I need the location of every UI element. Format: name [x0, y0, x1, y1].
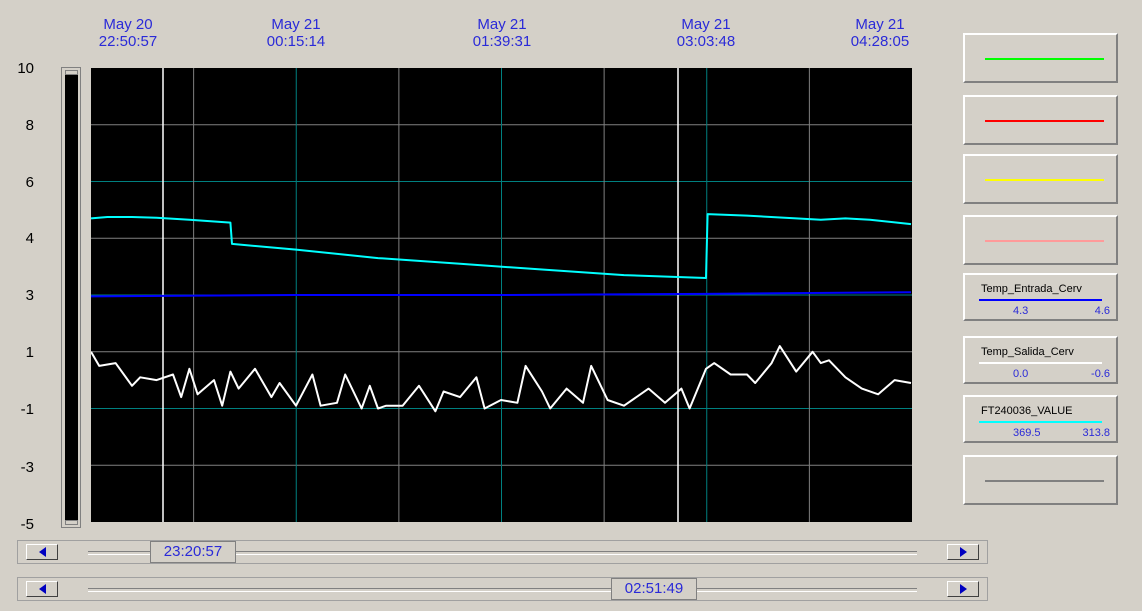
cursor2-scrollbar[interactable]: 02:51:49	[17, 577, 988, 601]
time-label-time: 04:28:05	[850, 33, 910, 50]
legend-entry-name: Temp_Salida_Cerv	[981, 346, 1074, 358]
cursor1-scrollbar[interactable]: 23:20:57	[17, 540, 988, 564]
y-tick-label: 8	[25, 117, 34, 134]
scroll-right-button[interactable]	[947, 581, 979, 597]
legend-max-value: 4.6	[1094, 305, 1110, 317]
scroll-thumb-top[interactable]	[65, 70, 78, 75]
time-label: May 21 00:15:14	[256, 16, 336, 50]
legend-slot[interactable]	[963, 95, 1118, 145]
legend-slot[interactable]	[963, 154, 1118, 204]
legend-entry-name: Temp_Entrada_Cerv	[981, 283, 1082, 295]
legend-min-value: 4.3	[1013, 305, 1029, 317]
legend-swatch	[979, 299, 1102, 301]
scroll-right-button[interactable]	[947, 544, 979, 560]
legend-entry[interactable]: Temp_Salida_Cerv 0.0 -0.6	[963, 336, 1118, 384]
legend-max-value: -0.6	[1091, 368, 1110, 380]
arrow-right-icon	[959, 547, 967, 557]
legend-swatch	[985, 179, 1104, 181]
y-tick-label: -3	[20, 459, 34, 476]
time-label: May 21 01:39:31	[462, 16, 542, 50]
legend-slot[interactable]	[963, 33, 1118, 83]
legend-min-value: 369.5	[1013, 427, 1041, 439]
legend-swatch	[985, 58, 1104, 60]
time-label-date: May 20	[103, 16, 153, 33]
time-label-time: 00:15:14	[266, 33, 326, 50]
scroll-thumb-bottom[interactable]	[65, 520, 78, 525]
series-line	[91, 345, 912, 413]
time-label-date: May 21	[855, 16, 905, 33]
legend-slot[interactable]	[963, 455, 1118, 505]
series-line	[91, 291, 912, 298]
y-tick-label: -5	[20, 516, 34, 533]
time-label: May 21 04:28:05	[840, 16, 920, 50]
arrow-left-icon	[38, 547, 46, 557]
scroll-rail[interactable]	[88, 551, 917, 555]
legend-swatch	[985, 120, 1104, 122]
legend-swatch	[979, 421, 1102, 423]
legend-swatch	[985, 240, 1104, 242]
time-label-date: May 21	[477, 16, 527, 33]
scroll-rail[interactable]	[88, 588, 917, 592]
legend-slot[interactable]	[963, 215, 1118, 265]
vertical-scrollbar[interactable]	[61, 67, 81, 528]
legend-max-value: 313.8	[1082, 427, 1110, 439]
arrow-right-icon	[959, 584, 967, 594]
cursor2-time[interactable]: 02:51:49	[611, 578, 697, 600]
time-label: May 20 22:50:57	[88, 16, 168, 50]
arrow-left-icon	[38, 584, 46, 594]
legend-swatch	[985, 480, 1104, 482]
y-tick-label: 3	[25, 287, 34, 304]
y-tick-label: -1	[20, 401, 34, 418]
legend-min-value: 0.0	[1013, 368, 1029, 380]
y-tick-label: 1	[25, 344, 34, 361]
time-label-time: 01:39:31	[472, 33, 532, 50]
legend-entry[interactable]: FT240036_VALUE 369.5 313.8	[963, 395, 1118, 443]
time-label: May 21 03:03:48	[666, 16, 746, 50]
time-label-date: May 21	[681, 16, 731, 33]
legend-entry-name: FT240036_VALUE	[981, 405, 1073, 417]
y-tick-label: 10	[17, 60, 34, 77]
y-tick-label: 6	[25, 174, 34, 191]
scroll-left-button[interactable]	[26, 544, 58, 560]
time-label-date: May 21	[271, 16, 321, 33]
series-line	[91, 213, 912, 279]
legend-swatch	[979, 362, 1102, 364]
cursor1-time[interactable]: 23:20:57	[150, 541, 236, 563]
trend-plot	[91, 68, 912, 522]
legend-entry[interactable]: Temp_Entrada_Cerv 4.3 4.6	[963, 273, 1118, 321]
scroll-track	[65, 75, 78, 520]
scroll-left-button[interactable]	[26, 581, 58, 597]
time-label-time: 22:50:57	[98, 33, 158, 50]
y-tick-label: 4	[25, 230, 34, 247]
time-label-time: 03:03:48	[676, 33, 736, 50]
